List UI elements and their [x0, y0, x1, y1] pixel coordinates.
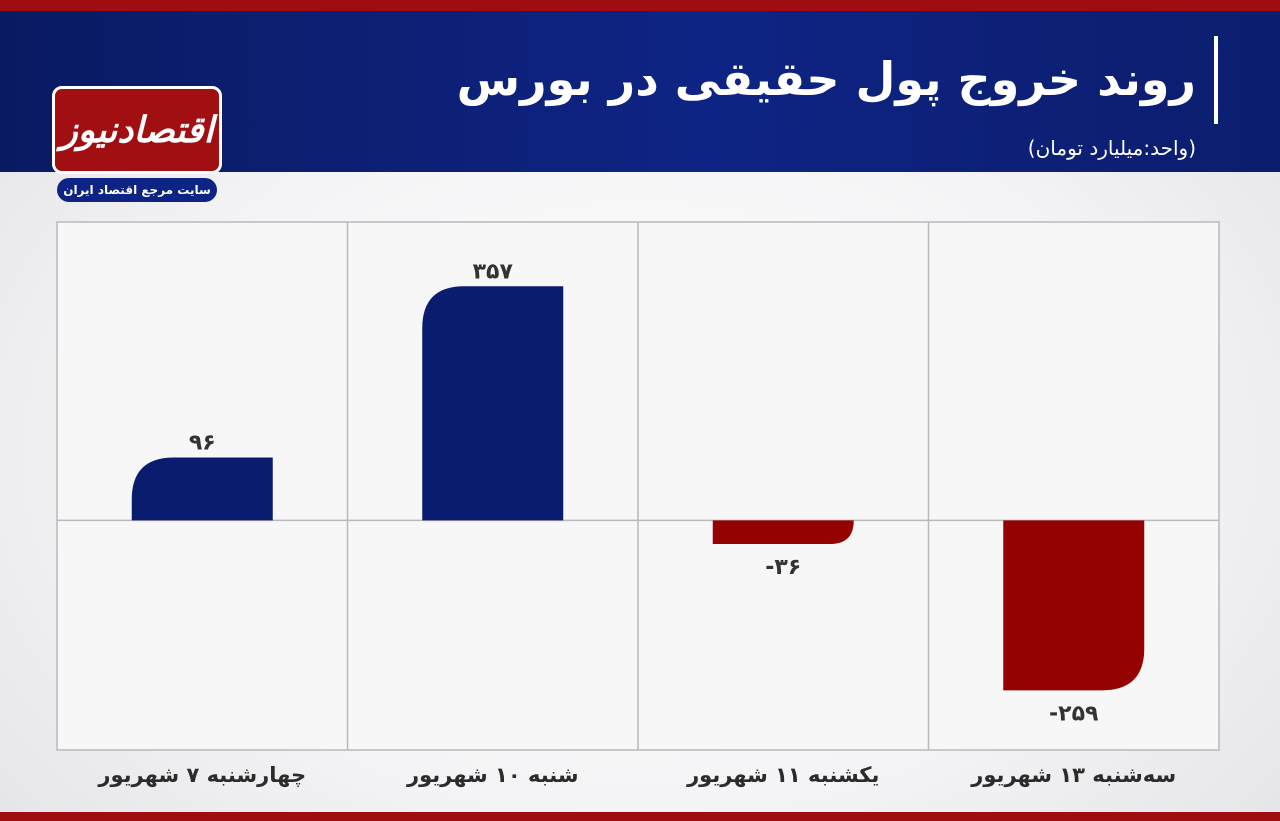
category-label: سه‌شنبه ۱۳ شهریور [970, 763, 1176, 787]
bottom-red-strip [0, 812, 1280, 821]
bar [131, 457, 273, 521]
logo-tagline: سایت مرجع اقتصاد ایران [57, 178, 217, 202]
unit-label: (واحد:میلیارد تومان) [1027, 136, 1196, 160]
bar [1003, 520, 1145, 691]
data-label: -۳۶ [765, 555, 801, 580]
site-logo: اقتصادنیوز [52, 86, 222, 174]
title-accent-bar [1214, 36, 1218, 124]
data-label: -۲۵۹ [1049, 701, 1098, 726]
category-label: چهارشنبه ۷ شهریور [97, 763, 306, 787]
data-label: ۹۶ [189, 430, 216, 455]
logo-text: اقتصادنیوز [60, 109, 214, 151]
chart-title: روند خروج پول حقیقی در بورس [456, 52, 1196, 106]
bar [712, 520, 854, 545]
data-label: ۳۵۷ [473, 259, 514, 284]
category-label: یکشنبه ۱۱ شهریور [686, 763, 879, 787]
bar [422, 286, 564, 521]
category-label: شنبه ۱۰ شهریور [406, 763, 579, 787]
top-red-strip [0, 0, 1280, 11]
